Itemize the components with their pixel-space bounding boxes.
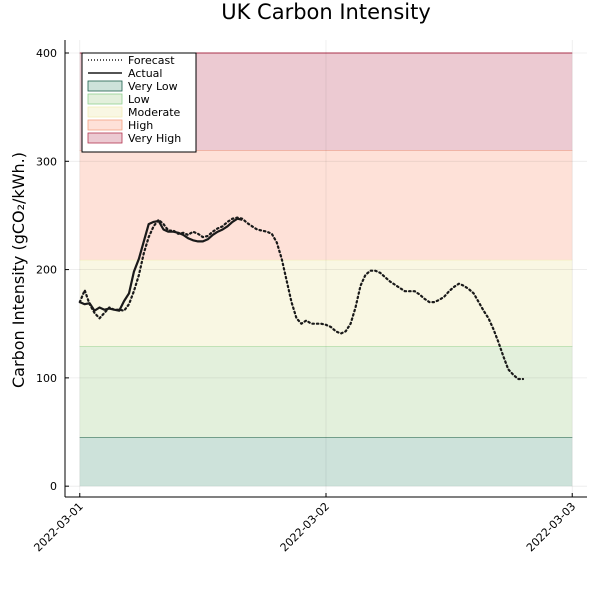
legend-label-actual: Actual [128,67,162,80]
legend-swatch-high [87,119,123,131]
band-low [79,346,573,438]
band-very-low [79,437,573,487]
y-axis-label: Carbon Intensity (gCO₂/kWh.) [9,152,28,388]
x-tick-label: 2022-03-03 [524,500,578,554]
band-moderate [79,259,573,347]
legend-label-forecast: Forecast [128,54,175,67]
legend-label-very-high: Very High [128,132,181,145]
x-tick-label: 2022-03-01 [31,500,85,554]
legend-swatch-very-high [87,132,123,144]
band-high [79,150,573,260]
y-tick-label: 300 [36,155,57,168]
legend-label-moderate: Moderate [128,106,181,119]
y-tick-label: 100 [36,372,57,385]
y-tick-label: 0 [50,480,57,493]
chart-title: UK Carbon Intensity [221,0,431,24]
legend-label-very-low: Very Low [128,80,178,93]
series-forecast-line [78,216,525,381]
legend-swatch-very-low [87,80,123,92]
y-tick-label: 200 [36,264,57,277]
legend-swatch-low [87,93,123,105]
legend-label-high: High [128,119,153,132]
y-tick-label: 400 [36,47,57,60]
x-tick-label: 2022-03-02 [278,500,332,554]
legend-label-low: Low [128,93,150,106]
series-actual-line [79,217,243,312]
series-layer [78,216,525,381]
legend-swatch-moderate [87,106,123,118]
grid-layer [65,40,587,497]
